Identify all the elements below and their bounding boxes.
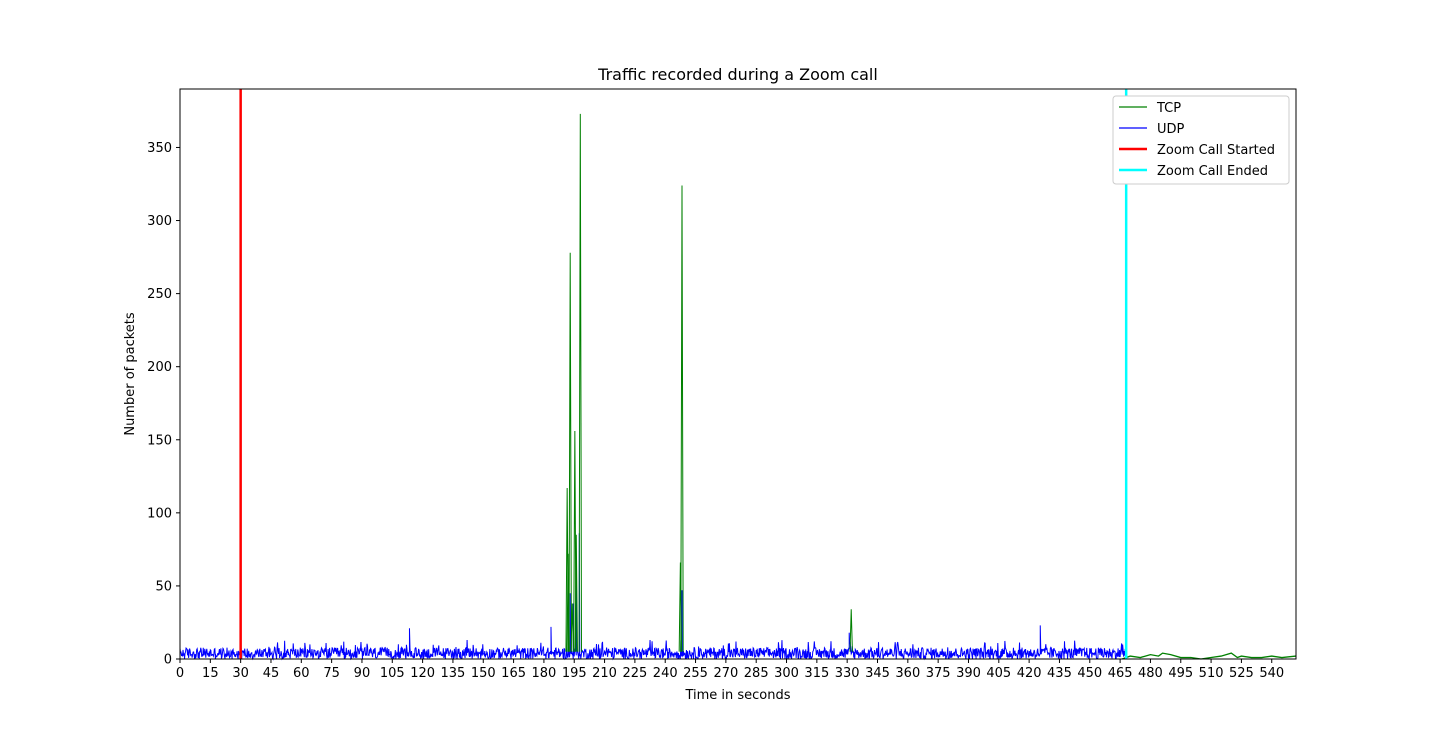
y-tick-label: 300 [147,214,172,229]
x-tick-label: 420 [1017,666,1042,681]
tcp-series [565,113,1297,660]
x-tick-label: 465 [1108,666,1133,681]
y-axis-label: Number of packets [123,312,138,436]
x-axis-label: Time in seconds [684,688,790,703]
tcp-peak [849,609,853,652]
x-tick-label: 240 [653,666,678,681]
x-tick-label: 285 [744,666,769,681]
x-tick-label: 435 [1047,666,1072,681]
x-tick-label: 75 [323,666,340,681]
plot-frame [179,88,1297,660]
x-tick-label: 495 [1168,666,1193,681]
x-tick-label: 330 [835,666,860,681]
x-tick-label: 60 [293,666,310,681]
tcp-peak [680,185,684,652]
x-tick-label: 525 [1229,666,1254,681]
x-tick-label: 180 [531,666,556,681]
legend-label-call-started: Zoom Call Started [1157,143,1275,158]
x-tick-label: 15 [202,666,219,681]
x-tick-label: 360 [895,666,920,681]
x-tick-label: 165 [501,666,526,681]
x-tick-label: 390 [956,666,981,681]
udp-series [179,533,1127,661]
legend-label-tcp: TCP [1156,101,1181,116]
x-tick-label: 150 [471,666,496,681]
x-tick-label: 225 [622,666,647,681]
x-tick-label: 480 [1138,666,1163,681]
x-tick-label: 375 [926,666,951,681]
y-axis-ticks: 0 50 100 150 200 250 300 350 [147,141,180,668]
y-tick-label: 50 [155,579,172,594]
x-tick-label: 450 [1077,666,1102,681]
y-tick-label: 350 [147,141,172,156]
x-tick-label: 405 [986,666,1011,681]
tcp-peak [574,534,578,652]
x-tick-label: 45 [263,666,280,681]
x-tick-label: 90 [354,666,371,681]
legend-label-call-ended: Zoom Call Ended [1157,164,1268,179]
y-tick-label: 200 [147,360,172,375]
x-tick-label: 270 [713,666,738,681]
x-tick-label: 120 [410,666,435,681]
chart-title: Traffic recorded during a Zoom call [597,65,878,84]
x-tick-label: 135 [441,666,466,681]
x-tick-label: 540 [1259,666,1284,681]
y-tick-label: 0 [164,653,172,668]
x-axis-ticks: 0 15 30 45 60 75 90 105 120 135 150 165 180 195 210 225… [176,659,1284,681]
x-tick-label: 105 [380,666,405,681]
tcp-peak [578,113,582,652]
tcp-peak [568,252,572,652]
x-tick-label: 195 [562,666,587,681]
udp-line [179,533,1127,661]
x-tick-label: 0 [176,666,184,681]
tcp-tail-line [1121,652,1297,660]
x-tick-label: 210 [592,666,617,681]
legend-box [1112,95,1290,185]
x-tick-label: 315 [804,666,829,681]
tcp-peak [570,603,574,652]
legend-label-udp: UDP [1157,122,1185,137]
y-tick-label: 150 [147,433,172,448]
x-tick-label: 345 [865,666,890,681]
y-tick-label: 250 [147,287,172,302]
y-tick-label: 100 [147,506,172,521]
legend: TCP UDP Zoom Call Started Zoom Call Ended [1112,95,1290,185]
x-tick-label: 510 [1199,666,1224,681]
x-tick-label: 255 [683,666,708,681]
x-tick-label: 300 [774,666,799,681]
x-tick-label: 30 [232,666,249,681]
